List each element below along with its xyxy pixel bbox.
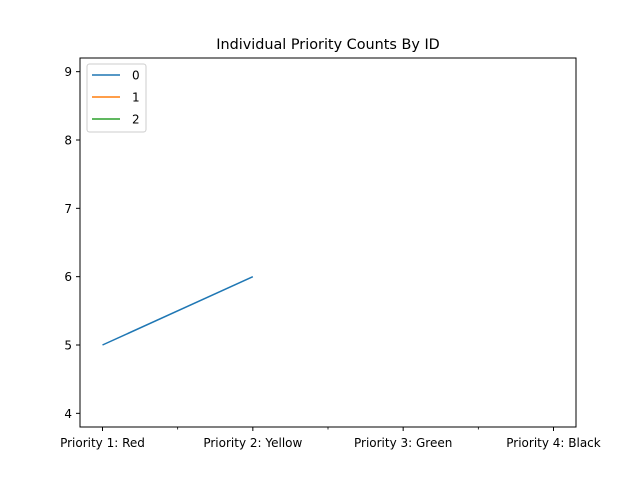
legend-label-2: 2 xyxy=(132,113,140,127)
legend: 0 1 2 xyxy=(86,63,147,133)
x-tick-label: Priority 2: Yellow xyxy=(203,436,302,450)
legend-label-1: 1 xyxy=(132,91,140,105)
y-tick-label: 7 xyxy=(64,202,72,216)
legend-box xyxy=(86,63,147,133)
x-axis: Priority 1: Red Priority 2: Yellow Priorit… xyxy=(60,427,601,450)
x-tick-label: Priority 3: Green xyxy=(354,436,452,450)
x-tick-label: Priority 1: Red xyxy=(60,436,145,450)
y-axis: 4 5 6 7 8 9 xyxy=(64,65,80,421)
y-tick-label: 4 xyxy=(64,407,72,421)
y-tick-label: 9 xyxy=(64,65,72,79)
legend-label-0: 0 xyxy=(132,69,140,83)
series-layer xyxy=(102,275,254,346)
y-tick-label: 8 xyxy=(64,134,72,148)
y-tick-label: 6 xyxy=(64,270,72,284)
x-tick-label: Priority 4: Black xyxy=(506,436,601,450)
series-line-0 xyxy=(102,275,254,346)
chart-title: Individual Priority Counts By ID xyxy=(216,37,440,53)
y-tick-label: 5 xyxy=(64,339,72,353)
